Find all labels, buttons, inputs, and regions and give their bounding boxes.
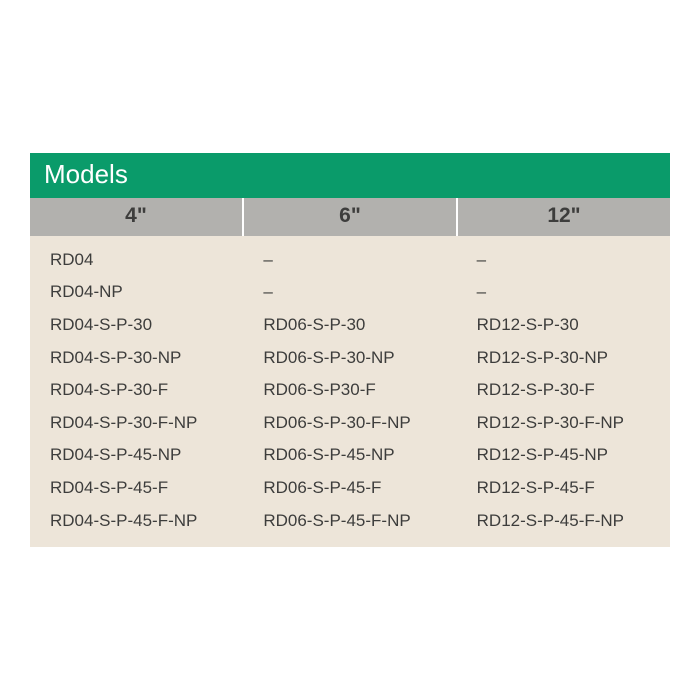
table-cell: RD06-S-P-45-NP bbox=[243, 439, 456, 472]
table-cell: RD04-S-P-45-NP bbox=[30, 439, 243, 472]
table-cell: RD06-S-P-45-F-NP bbox=[243, 505, 456, 538]
column-header: 6" bbox=[244, 198, 458, 236]
table-row: RD04-S-P-45-NPRD06-S-P-45-NPRD12-S-P-45-… bbox=[30, 439, 670, 472]
table-row: RD04-S-P-45-FRD06-S-P-45-FRD12-S-P-45-F bbox=[30, 472, 670, 505]
table-cell: RD06-S-P-45-F bbox=[243, 472, 456, 505]
table-row: RD04-S-P-30-FRD06-S-P30-FRD12-S-P-30-F bbox=[30, 374, 670, 407]
table-cell: RD06-S-P-30-NP bbox=[243, 342, 456, 375]
table-cell: RD12-S-P-30-NP bbox=[457, 342, 670, 375]
table-row: RD04–– bbox=[30, 244, 670, 277]
table-cell: RD06-S-P30-F bbox=[243, 374, 456, 407]
table-row: RD04-S-P-30-F-NPRD06-S-P-30-F-NPRD12-S-P… bbox=[30, 407, 670, 440]
table-cell: RD04-S-P-45-F-NP bbox=[30, 505, 243, 538]
table-cell: RD12-S-P-45-F-NP bbox=[457, 505, 670, 538]
table-cell: RD06-S-P-30-F-NP bbox=[243, 407, 456, 440]
table-cell: – bbox=[243, 244, 456, 277]
table-cell: RD04-S-P-30-F bbox=[30, 374, 243, 407]
table-cell: RD04 bbox=[30, 244, 243, 277]
table-row: RD04-S-P-30RD06-S-P-30RD12-S-P-30 bbox=[30, 309, 670, 342]
table-row: RD04-S-P-30-NPRD06-S-P-30-NPRD12-S-P-30-… bbox=[30, 342, 670, 375]
table-row: RD04-NP–– bbox=[30, 276, 670, 309]
table-cell: RD04-S-P-30 bbox=[30, 309, 243, 342]
table-cell: RD12-S-P-30 bbox=[457, 309, 670, 342]
table-title: Models bbox=[30, 153, 670, 198]
table-cell: – bbox=[457, 244, 670, 277]
table-body: RD04––RD04-NP––RD04-S-P-30RD06-S-P-30RD1… bbox=[30, 236, 670, 548]
table-row: RD04-S-P-45-F-NPRD06-S-P-45-F-NPRD12-S-P… bbox=[30, 505, 670, 538]
table-cell: RD12-S-P-30-F bbox=[457, 374, 670, 407]
column-header: 4" bbox=[30, 198, 244, 236]
table-cell: RD04-S-P-30-NP bbox=[30, 342, 243, 375]
table-cell: RD04-S-P-45-F bbox=[30, 472, 243, 505]
table-cell: – bbox=[457, 276, 670, 309]
table-cell: RD04-S-P-30-F-NP bbox=[30, 407, 243, 440]
table-cell: – bbox=[243, 276, 456, 309]
table-cell: RD12-S-P-30-F-NP bbox=[457, 407, 670, 440]
column-header: 12" bbox=[458, 198, 670, 236]
table-header-row: 4" 6" 12" bbox=[30, 198, 670, 236]
table-cell: RD04-NP bbox=[30, 276, 243, 309]
table-cell: RD12-S-P-45-NP bbox=[457, 439, 670, 472]
table-cell: RD12-S-P-45-F bbox=[457, 472, 670, 505]
models-table: Models 4" 6" 12" RD04––RD04-NP––RD04-S-P… bbox=[30, 153, 670, 548]
table-cell: RD06-S-P-30 bbox=[243, 309, 456, 342]
